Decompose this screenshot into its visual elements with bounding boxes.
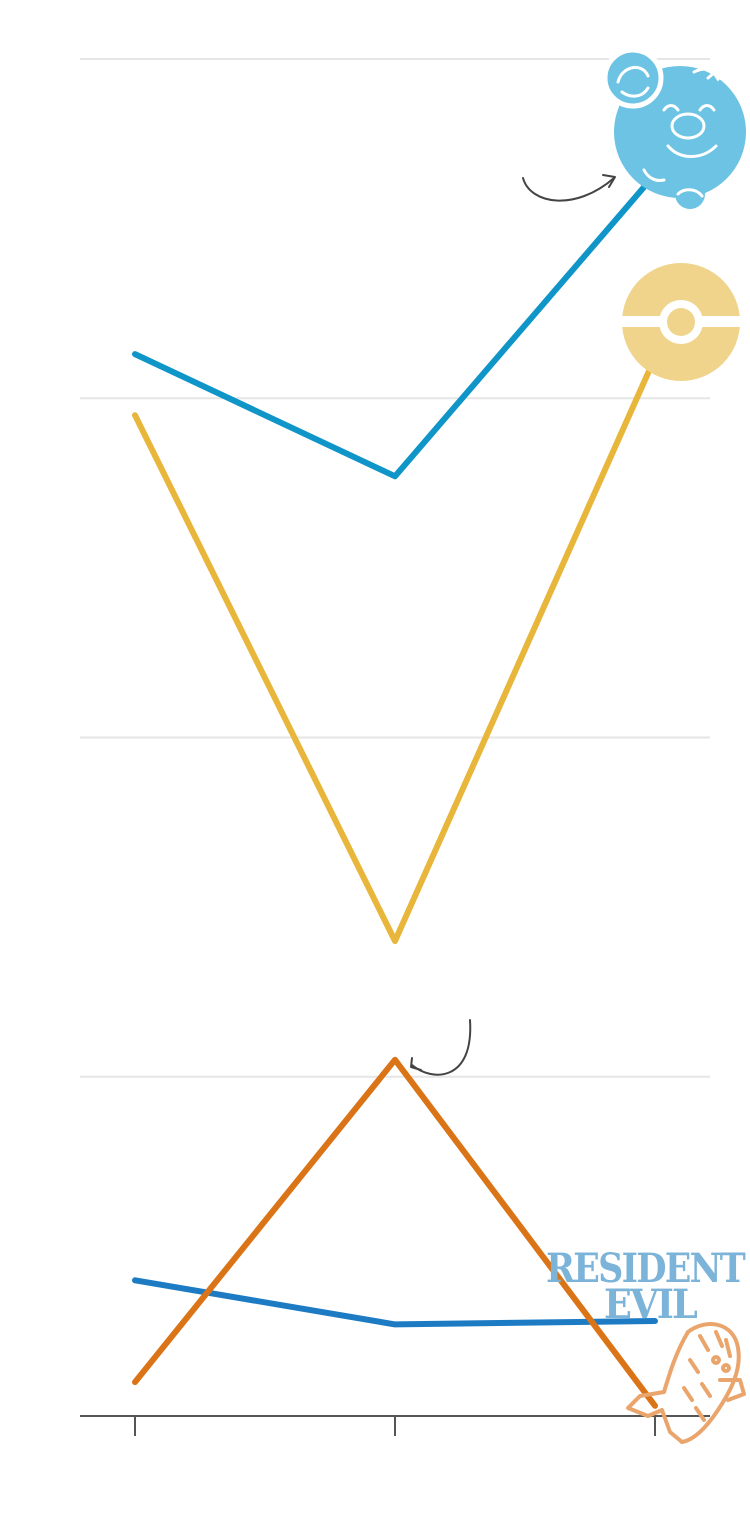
peak-annotation-arrowhead: [410, 1057, 422, 1071]
svg-text:RESIDENT: RESIDENT: [546, 1245, 746, 1292]
pokeball-icon: [618, 263, 744, 381]
x-axis: [80, 1415, 710, 1436]
series-lines: [132, 171, 658, 1409]
peak-annotation-arrow: [411, 1019, 472, 1076]
series-line-cactuar-icon: [132, 1056, 658, 1409]
gridlines: [80, 58, 710, 1078]
resident-evil-logo: RESIDENT EVIL: [546, 1245, 748, 1328]
mario-annotation-arrowhead: [602, 174, 616, 188]
mario-icon: [602, 47, 746, 209]
mario-annotation-arrow: [522, 177, 615, 202]
svg-text:EVIL: EVIL: [604, 1281, 698, 1328]
cactuar-icon: [626, 1322, 746, 1444]
annotation-arrows: [410, 174, 616, 1076]
series-line-mario-icon: [132, 171, 658, 480]
series-line-resident-evil-logo: [132, 1277, 658, 1328]
series-line-pokeball-icon: [132, 354, 658, 944]
